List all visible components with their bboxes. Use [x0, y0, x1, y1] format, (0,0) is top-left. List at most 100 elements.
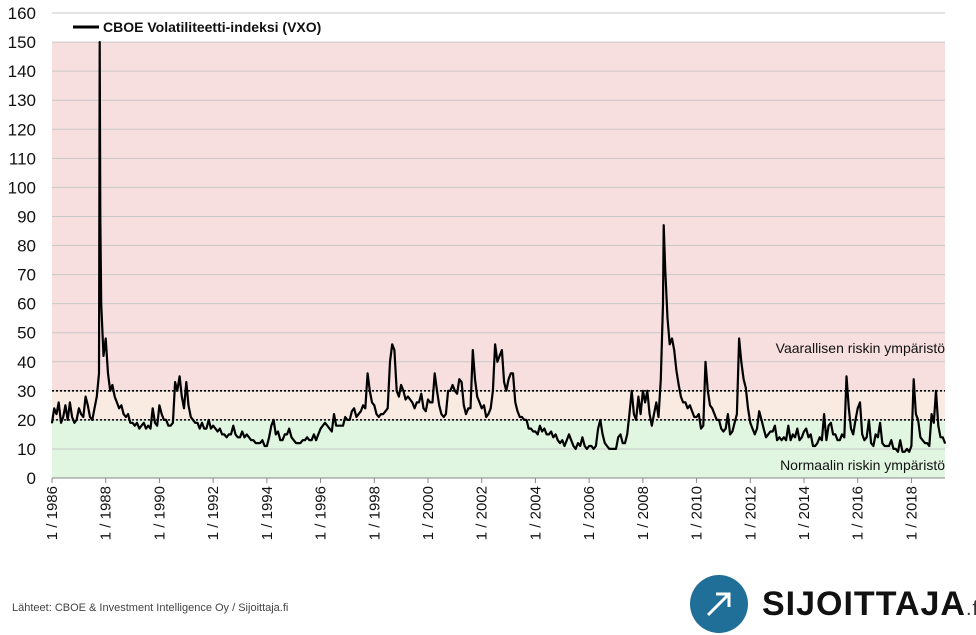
data-point [476, 395, 479, 398]
risk-bands [52, 42, 945, 478]
data-point [360, 410, 362, 413]
data-point [315, 439, 317, 442]
data-point [181, 395, 183, 398]
data-point [51, 422, 53, 424]
data-point [71, 416, 73, 418]
y-tick-label: 130 [8, 91, 36, 110]
data-point [767, 433, 769, 436]
data-point [519, 416, 521, 418]
x-tick-label: 1 / 2006 [581, 486, 598, 540]
data-point [194, 422, 196, 424]
data-point [742, 378, 745, 381]
data-point [910, 445, 913, 447]
data-point [619, 433, 622, 436]
legend-label: CBOE Volatiliteetti-indeksi (VXO) [103, 19, 321, 35]
band-1 [52, 390, 945, 420]
data-point [496, 361, 499, 363]
data-point [579, 445, 581, 447]
data-point [418, 401, 420, 404]
y-tick-label: 80 [17, 237, 36, 256]
data-point [572, 445, 575, 447]
data-point [445, 413, 447, 415]
data-point [644, 401, 646, 404]
data-point [901, 451, 904, 453]
data-point [463, 404, 465, 407]
data-point [268, 436, 270, 439]
data-point [322, 424, 324, 427]
data-point [816, 442, 819, 444]
data-point [99, 215, 102, 218]
x-tick-label: 1 / 1988 [98, 486, 115, 540]
data-point [677, 384, 680, 386]
data-point [89, 416, 91, 418]
data-point [380, 413, 382, 415]
data-point [151, 407, 154, 410]
data-point [328, 427, 331, 430]
series-layer [50, 41, 947, 453]
data-point [718, 419, 720, 421]
y-tick-label: 120 [8, 120, 36, 139]
data-point [494, 343, 496, 346]
data-point [727, 413, 729, 415]
data-point [503, 381, 505, 383]
data-point [116, 401, 118, 404]
data-point [337, 424, 340, 427]
data-point [756, 427, 758, 430]
data-point [440, 413, 443, 415]
data-point [774, 424, 776, 427]
data-point [221, 433, 223, 436]
data-point [304, 439, 306, 442]
data-point [939, 436, 942, 439]
data-point [794, 436, 796, 439]
chart: 0 10 20 30 40 50 60 70 80 90 100 110 120 130 140 150 160… [8, 4, 947, 540]
data-point [275, 433, 277, 436]
data-point [646, 390, 649, 392]
data-point [120, 404, 123, 407]
data-point [906, 448, 908, 450]
data-point [769, 430, 772, 433]
data-point [588, 445, 590, 447]
data-point [53, 407, 55, 410]
data-point [729, 433, 731, 436]
data-point [532, 430, 534, 433]
annotation-normal: Normaalin riskin ympäristö [780, 457, 945, 473]
data-point [686, 407, 689, 410]
x-tick-label: 1 / 2018 [903, 486, 920, 540]
data-point [167, 424, 170, 427]
data-point [514, 401, 517, 404]
data-point [613, 448, 615, 450]
data-point [798, 439, 801, 442]
data-point [451, 384, 454, 386]
data-point [758, 410, 760, 413]
data-point [854, 419, 857, 421]
data-point [635, 419, 637, 421]
y-axis-ticks: 0 10 20 30 40 50 60 70 80 90 100 110 120 130 140 150 160 [8, 4, 36, 488]
data-point [501, 349, 503, 351]
data-point [87, 404, 89, 407]
data-point [489, 407, 492, 410]
x-tick-label: 1 / 2002 [474, 486, 491, 540]
x-tick-label: 1 / 2016 [850, 486, 867, 540]
data-point [154, 422, 156, 424]
data-point [557, 439, 559, 442]
data-point [534, 430, 537, 433]
data-point [487, 413, 490, 415]
data-point [702, 424, 705, 427]
data-point [263, 445, 266, 447]
data-point [143, 422, 145, 424]
data-point [425, 410, 427, 413]
data-point [615, 448, 617, 450]
data-point [91, 419, 94, 421]
data-point [792, 433, 794, 436]
data-point [310, 439, 313, 442]
data-point [830, 422, 832, 424]
data-point [709, 404, 711, 407]
data-point [568, 433, 570, 436]
data-point [563, 445, 566, 447]
data-point [745, 387, 747, 389]
data-point [284, 433, 286, 436]
y-tick-label: 10 [17, 440, 36, 459]
data-point [673, 349, 675, 351]
data-point [803, 430, 805, 433]
data-point [621, 442, 624, 444]
